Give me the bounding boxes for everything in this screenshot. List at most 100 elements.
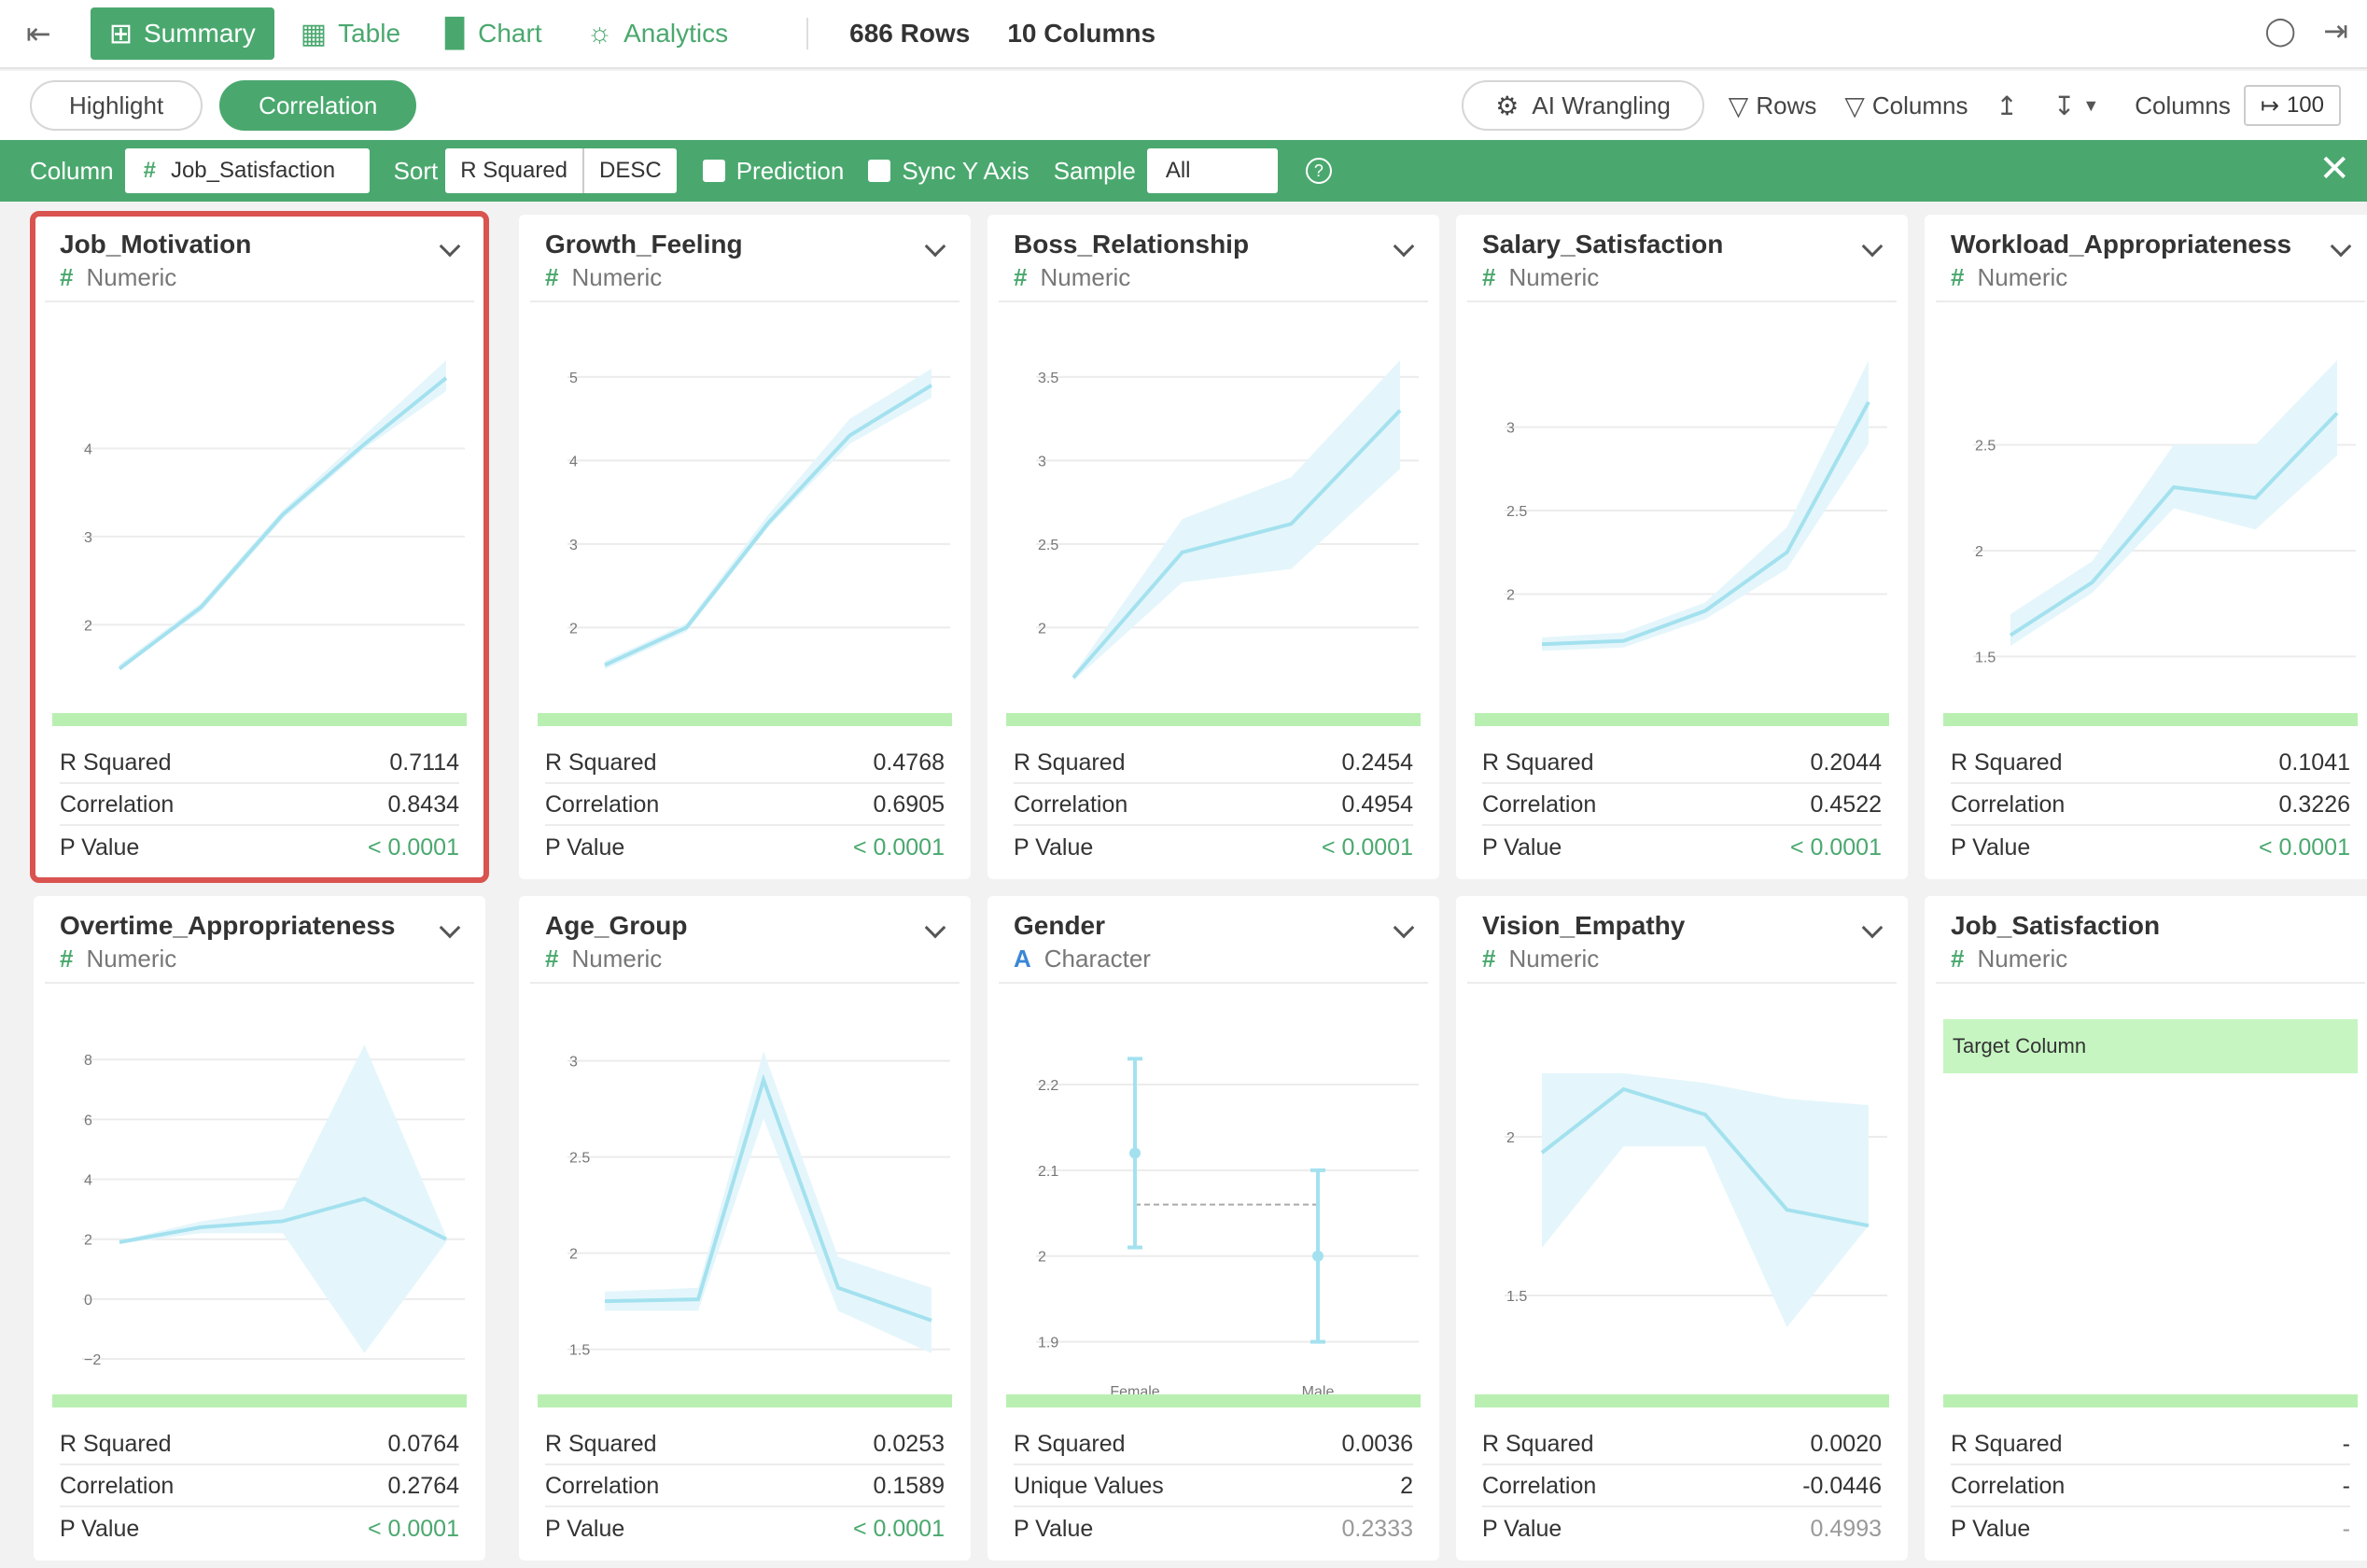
stat-row: Correlation 0.6905 (545, 785, 945, 826)
stat-row: Correlation -0.0446 (1482, 1466, 1882, 1507)
y-tick-label: 2.5 (1038, 538, 1058, 553)
stat-value: 0.4993 (1810, 1515, 1882, 1542)
ai-wrangling-button[interactable]: ⚙ AI Wrangling (1462, 80, 1704, 131)
chevron-down-icon[interactable] (924, 917, 946, 939)
column-card[interactable]: Growth_Feeling#Numeric234512345R Squared… (519, 215, 971, 879)
top-toolbar: ⇤ ⊞ Summary ▦ Table ▉ Chart ☼ Analytics 686 Row… (0, 0, 2367, 69)
character-type-icon: A (1014, 945, 1031, 973)
y-tick-label: 2 (1506, 588, 1515, 604)
card-type-label: Numeric (1977, 263, 2068, 291)
card-type-label: Numeric (1508, 945, 1600, 973)
stat-value: 0.0764 (387, 1430, 459, 1457)
summary-strip (1475, 713, 1889, 726)
stat-row: R Squared 0.0020 (1482, 1424, 1882, 1465)
stat-row: P Value 0.4993 (1482, 1508, 1882, 1549)
help-icon[interactable]: ? (1305, 158, 1332, 184)
y-tick-label: 2 (1038, 1250, 1046, 1266)
card-type: # Numeric (545, 263, 662, 292)
stat-value: 0.2454 (1341, 749, 1413, 776)
columns-filter-button[interactable]: ▽ Columns (1844, 91, 1968, 121)
stat-value: < 0.0001 (367, 833, 459, 861)
sort-by-selector[interactable]: R Squared (445, 148, 585, 193)
card-type-label: Numeric (571, 263, 663, 291)
column-card[interactable]: Gender A Character 1.9 2 2.1 2.2 Female Male R Sq… (987, 896, 1439, 1561)
column-card[interactable]: Overtime_Appropriateness#Numeric−2024681… (34, 896, 485, 1561)
tab-label: Chart (478, 19, 542, 48)
stat-value: 0.4768 (873, 749, 945, 776)
stat-label: Correlation (545, 1472, 660, 1499)
rows-filter-button[interactable]: ▽ Rows (1729, 91, 1817, 121)
chevron-down-icon[interactable] (1393, 235, 1415, 258)
sample-label: Sample (1053, 156, 1136, 185)
summary-strip (1475, 1394, 1889, 1407)
stat-row: Correlation 0.3226 (1951, 785, 2350, 826)
sort-desc-button[interactable]: ↧ ▼ (2053, 91, 2107, 121)
prediction-label: Prediction (735, 156, 845, 185)
card-divider (1467, 301, 1897, 302)
stat-label: Correlation (1951, 1472, 2066, 1499)
close-icon[interactable]: ✕ (2318, 148, 2350, 189)
y-tick-label: 6 (84, 1113, 92, 1128)
collapse-left-icon[interactable]: ⇤ (26, 17, 51, 50)
comment-icon[interactable]: ◯ (2264, 16, 2296, 47)
stat-label: Correlation (1482, 1472, 1597, 1499)
column-card[interactable]: Job_Motivation#Numeric23412345R Squared0… (30, 211, 489, 883)
y-tick-label: 3 (1038, 454, 1046, 469)
y-tick-label: 2.1 (1038, 1164, 1058, 1180)
tab-label: Analytics (623, 19, 729, 48)
chevron-down-icon[interactable] (1393, 917, 1415, 939)
y-tick-label: 2 (84, 1233, 92, 1249)
collapse-right-icon[interactable]: ⇥ (2323, 14, 2348, 48)
stat-label: R Squared (1482, 749, 1594, 776)
stat-value: 0.0020 (1810, 1430, 1882, 1457)
sort-order-toggle[interactable]: DESC (584, 148, 677, 193)
prediction-checkbox[interactable] (702, 160, 725, 182)
chevron-down-icon[interactable] (439, 917, 461, 939)
sort-label: Sort (393, 156, 439, 185)
sample-input[interactable]: All (1146, 148, 1278, 193)
chevron-down-icon[interactable] (439, 235, 461, 258)
highlight-button[interactable]: Highlight (30, 80, 203, 131)
columns-label: Columns (2135, 91, 2231, 119)
regression-line (1541, 400, 1870, 647)
column-card[interactable]: Boss_Relationship#Numeric22.533.522.533.… (987, 215, 1439, 879)
y-tick-label: 1.5 (1975, 650, 1996, 665)
y-tick-label: 2 (569, 1247, 578, 1263)
expand-right-icon: ↦ (2260, 92, 2279, 119)
tab-table[interactable]: ▦ Table (282, 7, 419, 60)
chevron-down-icon[interactable] (1861, 917, 1884, 939)
column-selector[interactable]: # Job_Satisfaction (124, 148, 370, 193)
sync-y-axis-toggle[interactable]: Sync Y Axis (868, 157, 1029, 186)
chevron-down-icon[interactable] (2330, 235, 2352, 258)
correlation-chart: −20246812345 (82, 1044, 465, 1411)
arrow-up-icon: ↥ (1996, 91, 2018, 120)
tab-analytics[interactable]: ☼ Analytics (568, 7, 748, 60)
tab-chart[interactable]: ▉ Chart (427, 7, 561, 60)
y-tick-label: 2.5 (1975, 439, 1996, 455)
correlation-button[interactable]: Correlation (219, 80, 417, 131)
column-card[interactable]: Workload_Appropriateness#Numeric1.522.51… (1925, 215, 2367, 879)
card-divider (1936, 301, 2365, 302)
sort-asc-button[interactable]: ↥ (1996, 91, 2024, 121)
stat-value: 0.2044 (1810, 749, 1882, 776)
regression-line (604, 384, 933, 667)
chevron-down-icon[interactable] (924, 235, 946, 258)
columns-limit-button[interactable]: ↦ 100 (2243, 85, 2341, 126)
prediction-toggle[interactable]: Prediction (702, 156, 845, 186)
stat-value: < 0.0001 (852, 833, 945, 861)
column-card[interactable]: Job_Satisfaction # Numeric Target Column R S… (1925, 896, 2367, 1561)
stat-label: P Value (60, 833, 140, 861)
stat-label: R Squared (545, 749, 657, 776)
chevron-down-icon[interactable] (1861, 235, 1884, 258)
y-tick-label: 2.2 (1038, 1078, 1058, 1094)
sync-y-axis-checkbox[interactable] (868, 160, 891, 182)
card-title: Growth_Feeling (545, 230, 743, 259)
card-type-label: Numeric (1508, 263, 1600, 291)
y-tick-label: −2 (84, 1352, 101, 1368)
y-tick-label: 4 (84, 1173, 92, 1189)
filter-icon: ▽ (1728, 91, 1749, 120)
tab-summary[interactable]: ⊞ Summary (90, 7, 274, 60)
